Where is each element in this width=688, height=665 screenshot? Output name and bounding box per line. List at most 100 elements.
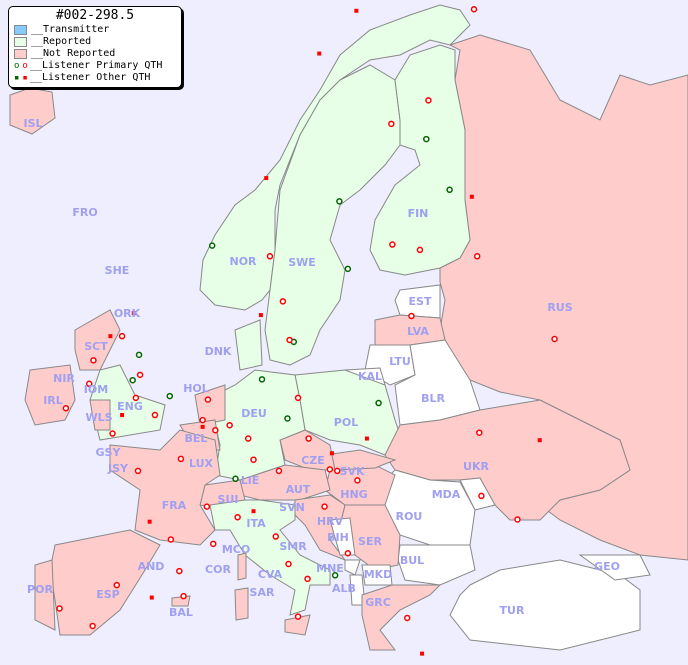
listener-primary-qth-marker <box>203 503 211 510</box>
listener-primary-qth-marker <box>344 265 352 273</box>
country-label-deu: DEU <box>241 407 267 420</box>
listener-other-qth-marker <box>537 438 542 443</box>
country-label-bih: BIH <box>327 531 349 544</box>
country-label-esp: ESP <box>96 588 120 601</box>
country-label-hol: HOL <box>183 382 209 395</box>
listener-other-qth-marker <box>200 424 205 429</box>
listener-other-qth-marker <box>420 651 425 656</box>
country-label-mco: MCO <box>222 543 250 556</box>
listener-primary-qth-marker <box>294 394 302 402</box>
listener-primary-qth-marker <box>478 492 485 500</box>
country-label-hrv: HRV <box>317 515 344 528</box>
country-label-sct: SCT <box>84 340 108 353</box>
country-wls <box>89 399 111 431</box>
country-irl <box>24 364 76 426</box>
country-label-isl: ISL <box>23 117 42 130</box>
listener-primary-qth-marker <box>285 560 292 568</box>
country-label-irl: IRL <box>43 394 63 407</box>
listener-primary-qth-marker <box>514 516 521 523</box>
listener-primary-qth-marker <box>305 435 312 442</box>
country-grc <box>361 584 442 651</box>
legend-other-qth: ▪ ▪ __Listener Other QTH <box>9 72 181 84</box>
listener-primary-qth-marker <box>204 396 212 403</box>
listener-primary-qth-marker <box>136 371 144 379</box>
country-label-ork: ORK <box>114 307 141 320</box>
country-por <box>34 559 56 631</box>
country-sct <box>74 309 121 371</box>
listener-primary-qth-marker <box>354 477 361 484</box>
country-label-gsy: GSY <box>96 446 122 459</box>
country-label-pol: POL <box>334 416 358 429</box>
country-isl <box>9 87 56 135</box>
listener-primary-qth-marker <box>408 312 415 320</box>
listener-primary-qth-marker <box>286 336 293 344</box>
listener-other-qth-marker <box>258 313 263 318</box>
listener-primary-qth-marker <box>135 351 143 359</box>
country-label-smr: SMR <box>279 540 307 553</box>
country-label-blr: BLR <box>421 392 445 405</box>
listener-primary-qth-marker <box>56 605 63 612</box>
listener-primary-qth-marker <box>85 380 93 388</box>
listener-primary-qth-marker <box>166 392 174 400</box>
country-label-sar: SAR <box>250 586 275 599</box>
listener-primary-qth-marker <box>336 198 343 205</box>
listener-primary-qth-marker <box>470 6 478 13</box>
listener-primary-qth-marker <box>284 415 291 422</box>
country-sicily <box>284 614 311 636</box>
country-label-iom: IOM <box>84 383 108 396</box>
listener-primary-qth-marker <box>344 549 352 557</box>
listener-other-qth-marker <box>469 194 474 199</box>
country-label-mda: MDA <box>432 488 461 501</box>
listener-primary-qth-marker <box>389 241 396 248</box>
country-label-she: SHE <box>105 264 130 277</box>
country-label-fro: FRO <box>72 206 97 219</box>
legend-transmitter: __Transmitter <box>9 24 181 36</box>
listener-primary-qth-marker <box>416 246 424 254</box>
listener-other-qth-marker <box>354 8 359 13</box>
country-bih <box>329 517 356 556</box>
country-nor <box>199 4 471 311</box>
listener-primary-qth-marker <box>132 394 140 402</box>
country-hol <box>194 384 226 426</box>
listener-primary-qth-marker <box>167 536 175 543</box>
legend: #002-298.5 __Transmitter __Reported __No… <box>8 6 182 88</box>
country-label-cva: CVA <box>258 568 283 581</box>
country-tur <box>449 559 641 651</box>
country-label-hng: HNG <box>340 488 367 501</box>
legend-label: __Listener Primary QTH <box>30 60 163 71</box>
country-label-svk: SVK <box>340 465 365 478</box>
country-label-ita: ITA <box>246 517 266 530</box>
listener-primary-qth-marker <box>334 467 341 475</box>
listener-other-qth-marker <box>329 451 334 456</box>
listener-primary-qth-marker <box>129 376 136 384</box>
listener-primary-qth-marker <box>403 614 411 622</box>
listener-primary-qth-marker <box>326 466 334 473</box>
country-label-swe: SWE <box>288 256 316 269</box>
listener-primary-qth-marker <box>209 540 217 548</box>
reported-swatch <box>14 37 27 47</box>
listener-primary-qth-marker <box>279 298 287 305</box>
listener-primary-qth-marker <box>234 513 241 521</box>
country-label-jsy: JSY <box>107 462 129 475</box>
square-marker-icon: ▪ ▪ <box>14 73 28 83</box>
listener-primary-qth-marker <box>272 533 280 540</box>
country-label-eng: ENG <box>117 400 143 413</box>
legend-primary-qth: o o __Listener Primary QTH <box>9 60 181 72</box>
listener-other-qth-marker <box>120 413 125 418</box>
country-label-rou: ROU <box>396 510 423 523</box>
country-label-lva: LVA <box>407 325 429 338</box>
listener-primary-qth-marker <box>90 357 97 364</box>
country-label-cor: COR <box>205 563 231 576</box>
country-label-wls: WLS <box>85 411 112 424</box>
listener-primary-qth-marker <box>266 253 274 260</box>
listener-primary-qth-marker <box>62 404 70 412</box>
country-label-dnk: DNK <box>205 345 232 358</box>
country-label-lux: LUX <box>189 457 214 470</box>
listener-primary-qth-marker <box>232 475 239 483</box>
country-label-bel: BEL <box>185 432 208 445</box>
listener-primary-qth-marker <box>244 435 252 442</box>
listener-primary-qth-marker <box>113 581 121 589</box>
listener-primary-qth-marker <box>177 455 185 463</box>
